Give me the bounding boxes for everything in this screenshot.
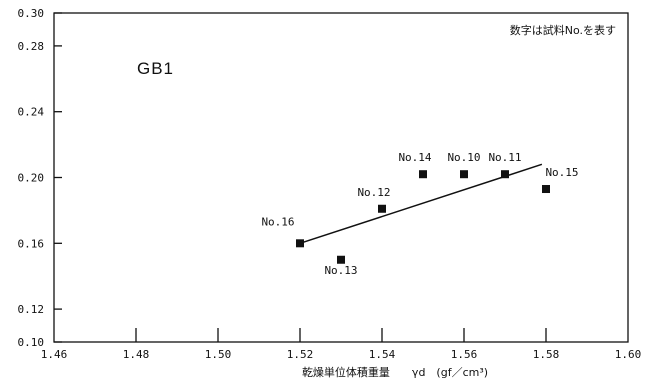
chart-title: GB1 [137, 59, 174, 78]
x-tick-label: 1.48 [123, 348, 150, 361]
point-label: No.11 [488, 151, 521, 164]
y-tick-label: 0.30 [18, 7, 45, 20]
point-label: No.16 [261, 215, 294, 228]
x-tick-label: 1.56 [451, 348, 478, 361]
y-tick-label: 0.12 [18, 303, 45, 316]
point-label: No.13 [324, 264, 357, 277]
data-point [501, 170, 509, 179]
y-tick-label: 0.28 [18, 40, 45, 53]
x-tick-label: 1.60 [615, 348, 642, 361]
y-tick-label: 0.16 [18, 237, 45, 250]
data-point [296, 239, 304, 248]
y-tick-label: 0.20 [18, 172, 45, 185]
y-tick-label: 0.10 [18, 336, 45, 349]
data-point [419, 170, 427, 179]
x-tick-label: 1.58 [533, 348, 560, 361]
x-axis-label: 乾燥単位体積重量 γd (gf／cm³) [302, 365, 488, 379]
point-label: No.15 [545, 166, 578, 179]
x-tick-label: 1.54 [369, 348, 396, 361]
x-tick-label: 1.50 [205, 348, 232, 361]
x-tick-label: 1.52 [287, 348, 314, 361]
y-axis: 0.10 0.12 0.16 0.20 0.24 0.28 0.30 [18, 7, 62, 349]
data-point [337, 255, 345, 264]
y-tick-label: 0.24 [18, 106, 45, 119]
x-tick-label: 1.46 [41, 348, 68, 361]
data-point [378, 204, 386, 213]
data-point [542, 185, 550, 194]
data-points: No.16 No.13 No.12 No.14 No.10 No.11 No.15 [261, 151, 578, 277]
chart-annotation: 数字は試料No.を表す [510, 23, 616, 37]
point-label: No.10 [447, 151, 480, 164]
point-label: No.12 [357, 186, 390, 199]
point-label: No.14 [398, 151, 431, 164]
data-point [460, 170, 468, 179]
x-axis: 1.46 1.48 1.50 1.52 1.54 1.56 1.58 1.60 [41, 328, 642, 361]
